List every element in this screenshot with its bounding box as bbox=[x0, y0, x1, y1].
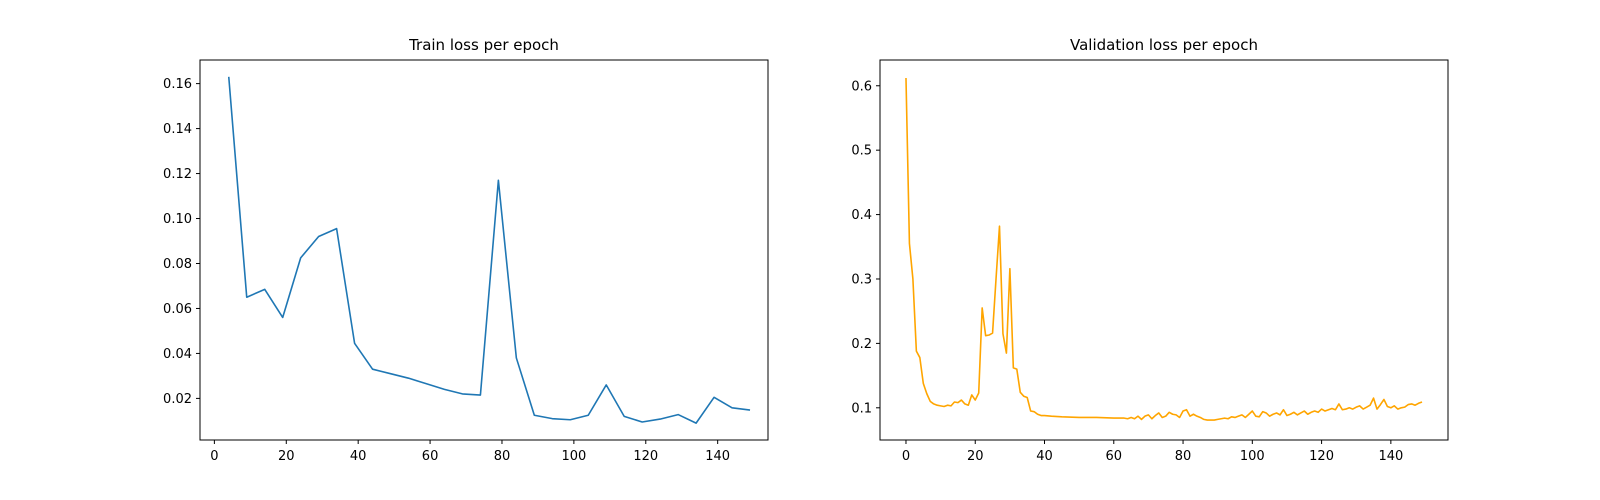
train-loss-y-tick-label: 0.04 bbox=[163, 347, 192, 362]
train-loss-x-tick-label: 40 bbox=[350, 449, 367, 464]
validation-loss-y-tick-label: 0.3 bbox=[851, 272, 872, 287]
validation-loss-x-tick-label: 80 bbox=[1175, 449, 1192, 464]
validation-loss-title: Validation loss per epoch bbox=[1070, 36, 1258, 54]
train-loss-title: Train loss per epoch bbox=[408, 36, 559, 54]
train-loss-y-tick-label: 0.06 bbox=[163, 302, 192, 317]
train-loss-axes-frame bbox=[199, 59, 769, 441]
validation-loss-x-tick-label: 60 bbox=[1106, 449, 1123, 464]
validation-loss-y-tick-label: 0.5 bbox=[851, 144, 872, 159]
train-loss-series-line bbox=[227, 76, 751, 424]
validation-loss-y-tick-label: 0.4 bbox=[851, 208, 872, 223]
train-loss-x-tick-label: 120 bbox=[633, 449, 658, 464]
train-loss-x-tick-label: 0 bbox=[210, 449, 218, 464]
train-loss-x-tick-label: 140 bbox=[705, 449, 730, 464]
train-loss-x-tick-label: 80 bbox=[494, 449, 511, 464]
validation-loss-x-tick-label: 40 bbox=[1036, 449, 1053, 464]
train-loss-y-tick-label: 0.16 bbox=[163, 77, 192, 92]
validation-loss-x-tick-label: 140 bbox=[1378, 449, 1403, 464]
train-loss-y-tick-label: 0.14 bbox=[163, 122, 192, 137]
validation-loss-y-tick-label: 0.1 bbox=[851, 401, 872, 416]
train-loss-y-tick-label: 0.08 bbox=[163, 257, 192, 272]
validation-loss-x-tick-label: 0 bbox=[902, 449, 910, 464]
train-loss-y-tick-label: 0.02 bbox=[163, 392, 192, 407]
validation-loss-x-tick-label: 100 bbox=[1240, 449, 1265, 464]
train-loss-panel: Train loss per epoch 0 20 40 60 80 100 120 140 0… bbox=[163, 36, 769, 464]
validation-loss-x-tick-label: 120 bbox=[1309, 449, 1334, 464]
validation-loss-panel: Validation loss per epoch 0 20 40 60 80 100 12… bbox=[851, 36, 1449, 464]
validation-loss-series-line bbox=[905, 78, 1423, 421]
validation-loss-axes-frame bbox=[879, 59, 1449, 441]
validation-loss-x-tick-label: 20 bbox=[967, 449, 984, 464]
train-loss-y-tick-label: 0.10 bbox=[163, 212, 192, 227]
validation-loss-y-tick-label: 0.2 bbox=[851, 337, 872, 352]
train-loss-x-tick-label: 60 bbox=[422, 449, 439, 464]
train-loss-x-tick-label: 100 bbox=[561, 449, 586, 464]
train-loss-x-tick-label: 20 bbox=[278, 449, 295, 464]
validation-loss-y-tick-label: 0.6 bbox=[851, 79, 872, 94]
train-loss-y-tick-label: 0.12 bbox=[163, 167, 192, 182]
